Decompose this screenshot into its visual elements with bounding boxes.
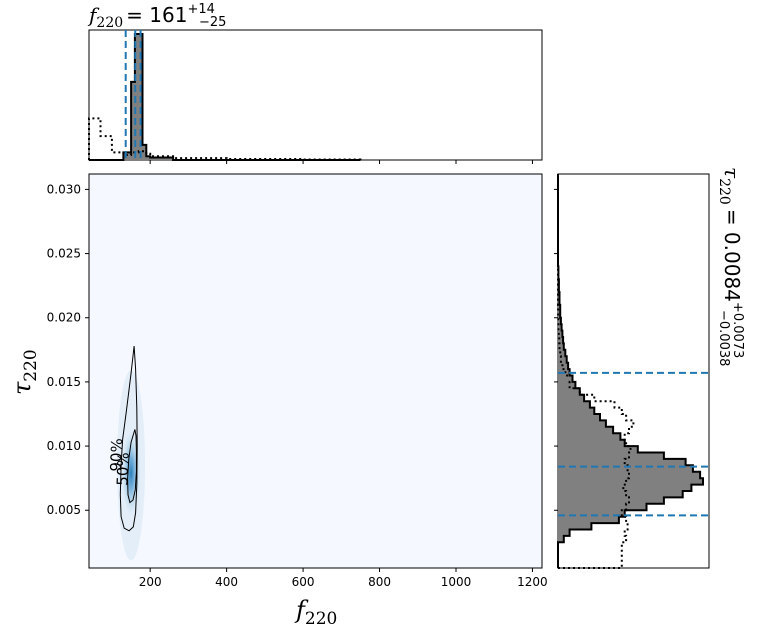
credible-contours	[119, 345, 138, 532]
x-axis-ticks: 200 400 600 800 1000 1200	[139, 568, 548, 589]
top-title-lower-error: −25	[199, 15, 226, 30]
right-posterior-fill	[558, 174, 703, 568]
contour-label: 50%	[113, 452, 132, 486]
top-marginal-panel: f220 = 161+14 −25	[87, 2, 543, 164]
x-tick-label: 600	[292, 575, 315, 589]
right-marginal-panel: τ220= 0.0084+0.0073 −0.0038	[554, 167, 745, 569]
right-title: τ220= 0.0084+0.0073	[716, 167, 745, 358]
y-tick-label: 0.005	[47, 503, 81, 517]
top-posterior-fill	[89, 34, 361, 160]
y-axis-label: τ220	[8, 349, 41, 395]
joint-posterior-panel: 90%50% 200 400 600 800 1000 1200 0.0050.0100.…	[8, 173, 548, 629]
x-tick-label: 200	[139, 575, 162, 589]
top-panel-ticks	[149, 160, 533, 164]
right-title-lower-error: −0.0038	[716, 310, 731, 366]
y-tick-label: 0.030	[47, 182, 81, 196]
right-posterior-outline	[557, 174, 704, 568]
y-tick-label: 0.010	[47, 439, 81, 453]
contour-90-percent	[119, 345, 138, 532]
x-tick-label: 1200	[517, 575, 548, 589]
right-panel-ticks	[554, 188, 558, 511]
x-tick-label: 1000	[441, 575, 472, 589]
contour-labels: 90%50%	[107, 438, 133, 486]
top-prior-outline	[88, 117, 362, 161]
x-axis-label: f220	[294, 596, 337, 629]
top-panel-frame	[88, 29, 543, 161]
contour-label: 90%	[107, 438, 126, 472]
main-panel-background	[89, 174, 542, 568]
y-tick-label: 0.025	[47, 247, 81, 261]
y-tick-label: 0.015	[47, 375, 81, 389]
x-tick-label: 800	[368, 575, 391, 589]
y-axis-ticks: 0.005 0.010 0.015 0.020 0.025 0.030	[47, 182, 89, 517]
top-title: f220 = 161+14	[87, 2, 215, 31]
right-prior-outline	[557, 174, 635, 569]
top-histograms	[88, 30, 362, 161]
right-histograms	[557, 174, 709, 569]
top-posterior-outline	[89, 33, 361, 161]
main-panel-frame	[88, 173, 543, 569]
y-tick-label: 0.020	[47, 311, 81, 325]
x-tick-label: 400	[215, 575, 238, 589]
contour-50-percent	[127, 429, 137, 504]
